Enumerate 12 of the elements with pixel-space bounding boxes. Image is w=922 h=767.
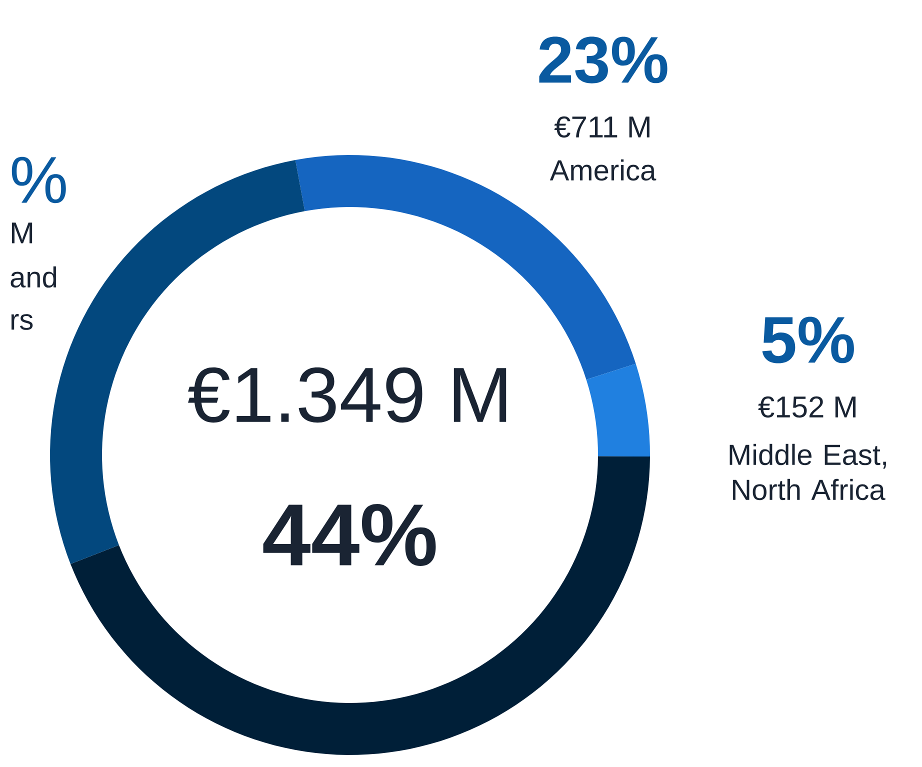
text: %: [12, 156, 66, 204]
data-label: 44%: [263, 504, 436, 566]
slice-label: Middle East, North Africa: [730, 444, 886, 500]
text: €152 M: [758, 396, 856, 418]
text: rs: [11, 314, 33, 330]
slice-label: America: [550, 159, 656, 181]
text: €711 M: [554, 116, 650, 138]
text: and: [10, 266, 56, 288]
text: M: [12, 222, 32, 244]
data-label: 23%: [539, 36, 668, 84]
data-label: 5%: [762, 316, 854, 364]
text: €1.349 M: [188, 367, 506, 423]
